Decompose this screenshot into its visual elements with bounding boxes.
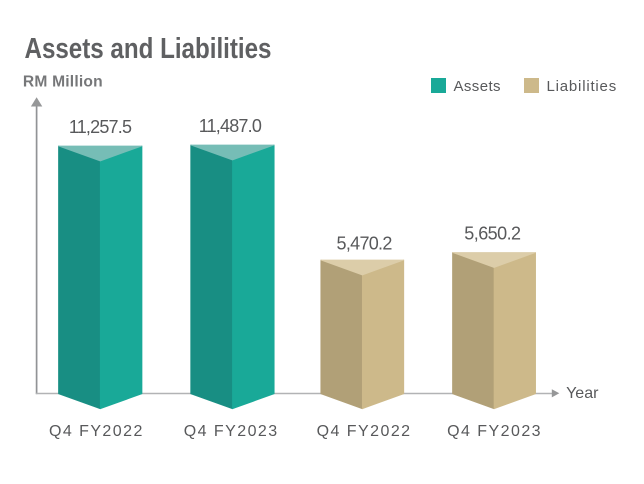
svg-text:Assets: Assets bbox=[454, 78, 501, 95]
svg-text:Q4 FY2023: Q4 FY2023 bbox=[447, 423, 542, 440]
svg-text:Liabilities: Liabilities bbox=[547, 78, 618, 95]
svg-text:RM Million: RM Million bbox=[23, 74, 103, 91]
svg-text:5,470.2: 5,470.2 bbox=[337, 234, 393, 254]
svg-text:Q4 FY2023: Q4 FY2023 bbox=[184, 423, 279, 440]
svg-text:Assets and Liabilities: Assets and Liabilities bbox=[25, 33, 272, 65]
svg-text:Year: Year bbox=[566, 385, 599, 402]
svg-text:5,650.2: 5,650.2 bbox=[464, 223, 521, 243]
svg-text:11,257.5: 11,257.5 bbox=[69, 117, 132, 137]
svg-text:Q4 FY2022: Q4 FY2022 bbox=[317, 423, 412, 440]
svg-text:11,487.0: 11,487.0 bbox=[199, 116, 262, 136]
svg-text:Q4 FY2022: Q4 FY2022 bbox=[49, 423, 144, 440]
